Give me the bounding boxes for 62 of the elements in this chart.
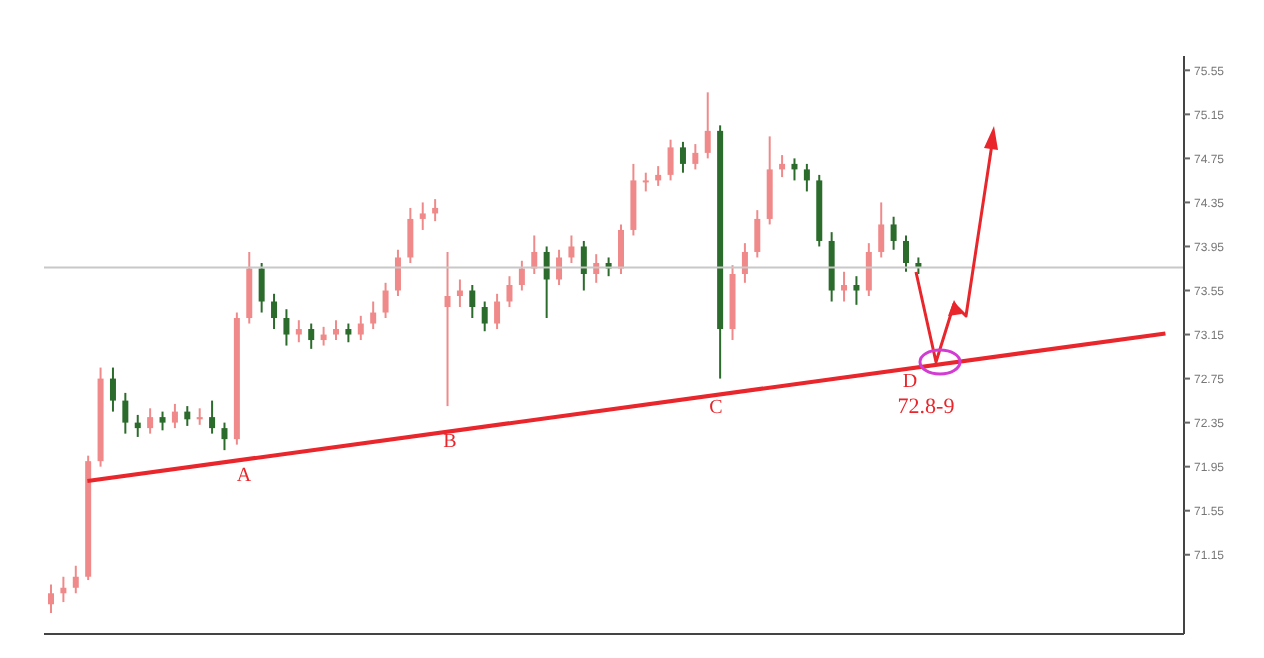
candlestick	[865, 242, 872, 298]
candlestick	[432, 198, 439, 223]
candlestick	[679, 140, 686, 174]
candlestick	[444, 250, 451, 408]
candlestick	[333, 319, 339, 342]
candlestick	[618, 223, 624, 275]
candlestick	[692, 143, 699, 171]
annotation: D	[902, 370, 918, 393]
candlestick	[209, 399, 216, 435]
candlestick	[370, 300, 377, 331]
candlestick	[667, 138, 674, 182]
candlestick	[159, 410, 166, 432]
candlestick	[655, 165, 662, 187]
candlestick	[345, 322, 352, 344]
candlestick	[394, 248, 401, 298]
candlestick	[890, 215, 897, 251]
candlestick	[469, 284, 476, 320]
candlestick	[295, 319, 302, 344]
candlestick	[642, 171, 649, 193]
candlestick	[308, 322, 315, 350]
candlestick	[171, 402, 178, 430]
candlestick	[878, 201, 885, 259]
candlestick	[122, 391, 129, 435]
candlestick	[147, 407, 154, 435]
annotation: B	[443, 430, 458, 453]
candlestick	[407, 206, 414, 264]
candlestick	[543, 245, 550, 320]
candlestick	[580, 239, 587, 292]
candlestick	[456, 278, 463, 309]
candlestick	[481, 300, 488, 333]
candlestick	[741, 242, 748, 284]
candlestick	[48, 583, 54, 615]
annotation: C	[709, 396, 724, 419]
candlestick	[134, 413, 141, 438]
candlestick	[221, 421, 228, 452]
candlestick	[283, 308, 290, 347]
candlestick	[258, 261, 265, 314]
candlestick	[60, 575, 67, 604]
candlestick	[704, 91, 711, 160]
candlestick	[109, 366, 116, 413]
annotation: A	[236, 464, 253, 487]
candlestick	[320, 325, 327, 347]
candlestick	[903, 234, 909, 273]
candlestick	[803, 162, 810, 193]
candlestick	[72, 564, 79, 595]
candlestick	[196, 407, 203, 426]
candlestick	[568, 234, 575, 264]
candlestick	[779, 154, 786, 179]
candlestick	[853, 275, 860, 306]
candlestick	[506, 275, 513, 309]
candlestick	[841, 270, 848, 303]
candlestick	[184, 405, 191, 427]
candlestick	[518, 259, 525, 292]
candlestick	[754, 209, 761, 259]
annotation: 72.8-9	[897, 395, 956, 420]
candlestick	[271, 292, 278, 331]
candlestick	[357, 314, 364, 342]
candlestick	[791, 157, 798, 182]
candlestick	[419, 201, 426, 231]
candlestick	[556, 248, 563, 286]
candlestick	[382, 281, 389, 320]
candlestick	[494, 292, 501, 331]
